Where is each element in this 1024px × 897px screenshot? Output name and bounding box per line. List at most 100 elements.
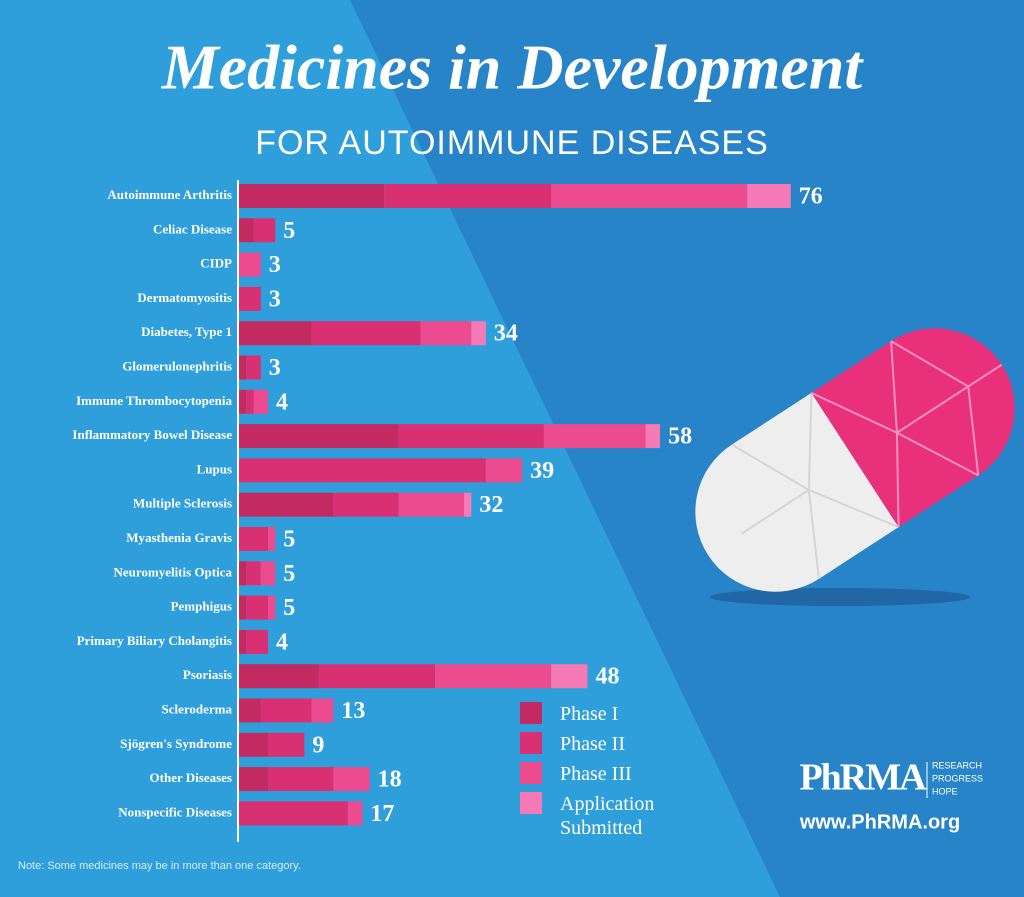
bar-segment xyxy=(239,184,385,208)
category-label: Sjögren's Syndrome xyxy=(120,736,232,751)
bar-segment xyxy=(239,801,348,826)
bar-segment xyxy=(347,801,363,826)
total-label: 5 xyxy=(283,561,295,587)
legend-item: Phase I xyxy=(520,702,710,732)
category-label: Primary Biliary Cholangitis xyxy=(77,633,232,648)
pill-facets xyxy=(811,340,1003,528)
logo-tagline: HOPE xyxy=(932,786,958,796)
bar-segment xyxy=(239,389,247,414)
category-label: Myasthenia Gravis xyxy=(126,530,232,545)
bar-segment xyxy=(253,389,269,414)
total-label: 13 xyxy=(341,698,365,724)
bar-segment xyxy=(260,561,276,586)
bar-segment xyxy=(384,184,552,208)
total-label: 48 xyxy=(595,664,619,690)
legend-item: Phase II xyxy=(520,732,710,762)
bar-segment xyxy=(398,424,544,449)
total-label: 3 xyxy=(269,355,281,381)
bar-segment xyxy=(239,492,334,517)
total-label: 18 xyxy=(378,767,402,793)
pill-pink-half xyxy=(811,328,1015,528)
bar-segment xyxy=(464,492,472,517)
legend-label: Application Submitted xyxy=(560,793,655,839)
pill-facets xyxy=(731,392,899,579)
bar-segment xyxy=(311,321,421,346)
bar-segment xyxy=(543,424,646,449)
category-label: Nonspecific Diseases xyxy=(118,804,232,819)
category-label: Other Diseases xyxy=(150,770,232,785)
bar-segment xyxy=(239,595,247,620)
category-label: Scleroderma xyxy=(161,701,232,716)
bar-segment xyxy=(268,595,276,620)
bar-segment xyxy=(239,218,254,243)
category-label: Diabetes, Type 1 xyxy=(141,324,232,339)
bar-segment xyxy=(246,595,269,620)
category-label: Dermatomyositis xyxy=(137,290,232,305)
chart-title: Medicines in Development xyxy=(161,32,865,103)
legend-swatch xyxy=(520,792,542,814)
bar-segment xyxy=(485,458,523,483)
bar-segment xyxy=(551,184,748,208)
bar-segment xyxy=(333,492,399,517)
bar-segment xyxy=(260,698,312,723)
bar-segment xyxy=(239,321,312,346)
bar-segment xyxy=(268,527,276,551)
total-label: 5 xyxy=(283,527,295,553)
total-label: 58 xyxy=(668,424,692,450)
bar-segment xyxy=(246,629,269,654)
legend-swatch xyxy=(520,702,542,724)
bar-segment xyxy=(311,698,334,723)
category-label: Immune Thrombocytopenia xyxy=(76,393,232,408)
bar-segment xyxy=(747,184,791,208)
category-label: Autoimmune Arthritis xyxy=(107,187,232,202)
total-label: 39 xyxy=(530,458,554,484)
category-label: Glomerulonephritis xyxy=(122,358,232,373)
logo-url: www.PhRMA.org xyxy=(799,811,960,833)
legend-swatch xyxy=(520,762,542,784)
total-label: 4 xyxy=(276,629,288,655)
legend-item: Application Submitted xyxy=(520,792,710,839)
bar-segment xyxy=(246,355,261,380)
bar-segment xyxy=(239,458,486,483)
category-label: Multiple Sclerosis xyxy=(133,496,232,511)
total-label: 34 xyxy=(494,321,518,347)
category-label: Pemphigus xyxy=(171,599,232,614)
logo-tagline: RESEARCH xyxy=(932,760,982,770)
pill xyxy=(695,328,1015,592)
total-label: 5 xyxy=(283,218,295,244)
legend-swatch xyxy=(520,732,542,754)
legend-label: Phase II xyxy=(560,733,625,755)
bar-segment xyxy=(268,767,334,792)
bar-segment xyxy=(239,252,261,277)
bar-segment xyxy=(239,629,247,654)
bar-segment xyxy=(471,321,486,346)
category-label: Neuromyelitis Optica xyxy=(113,564,232,579)
bar-segment xyxy=(268,732,305,757)
bar-segment xyxy=(239,286,261,311)
bar-segment xyxy=(645,424,661,449)
legend-label: Phase I xyxy=(560,703,619,725)
total-label: 32 xyxy=(479,492,503,518)
bar-segment xyxy=(239,561,247,586)
bar-segment xyxy=(246,389,254,414)
bar-segment xyxy=(239,698,261,723)
legend-item: Phase III xyxy=(520,762,710,792)
bar-segment xyxy=(239,355,247,380)
total-label: 4 xyxy=(276,389,288,415)
pill-white-half xyxy=(695,392,899,592)
chart-subtitle: FOR AUTOIMMUNE DISEASES xyxy=(255,124,769,162)
category-label: Psoriasis xyxy=(183,667,232,682)
category-label: Lupus xyxy=(197,461,232,476)
category-label: Celiac Disease xyxy=(153,221,232,236)
bar-segment xyxy=(318,664,436,689)
logo: PhRMA xyxy=(799,757,927,799)
bar-segment xyxy=(398,492,465,517)
bar-segment xyxy=(435,664,552,689)
total-label: 5 xyxy=(283,595,295,621)
pill-shadow xyxy=(710,588,970,606)
bar-segment xyxy=(239,424,399,449)
bar-segment xyxy=(253,218,276,243)
category-label: Inflammatory Bowel Disease xyxy=(72,427,232,442)
total-label: 9 xyxy=(312,732,324,758)
